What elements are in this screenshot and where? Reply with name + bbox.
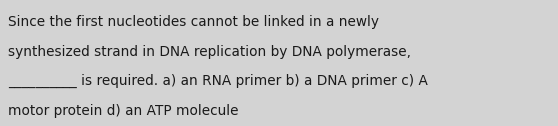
Text: Since the first nucleotides cannot be linked in a newly: Since the first nucleotides cannot be li… bbox=[8, 15, 379, 29]
Text: synthesized strand in DNA replication by DNA polymerase,: synthesized strand in DNA replication by… bbox=[8, 45, 411, 59]
Text: motor protein d) an ATP molecule: motor protein d) an ATP molecule bbox=[8, 104, 239, 118]
Text: __________ is required. a) an RNA primer b) a DNA primer c) A: __________ is required. a) an RNA primer… bbox=[8, 74, 428, 88]
